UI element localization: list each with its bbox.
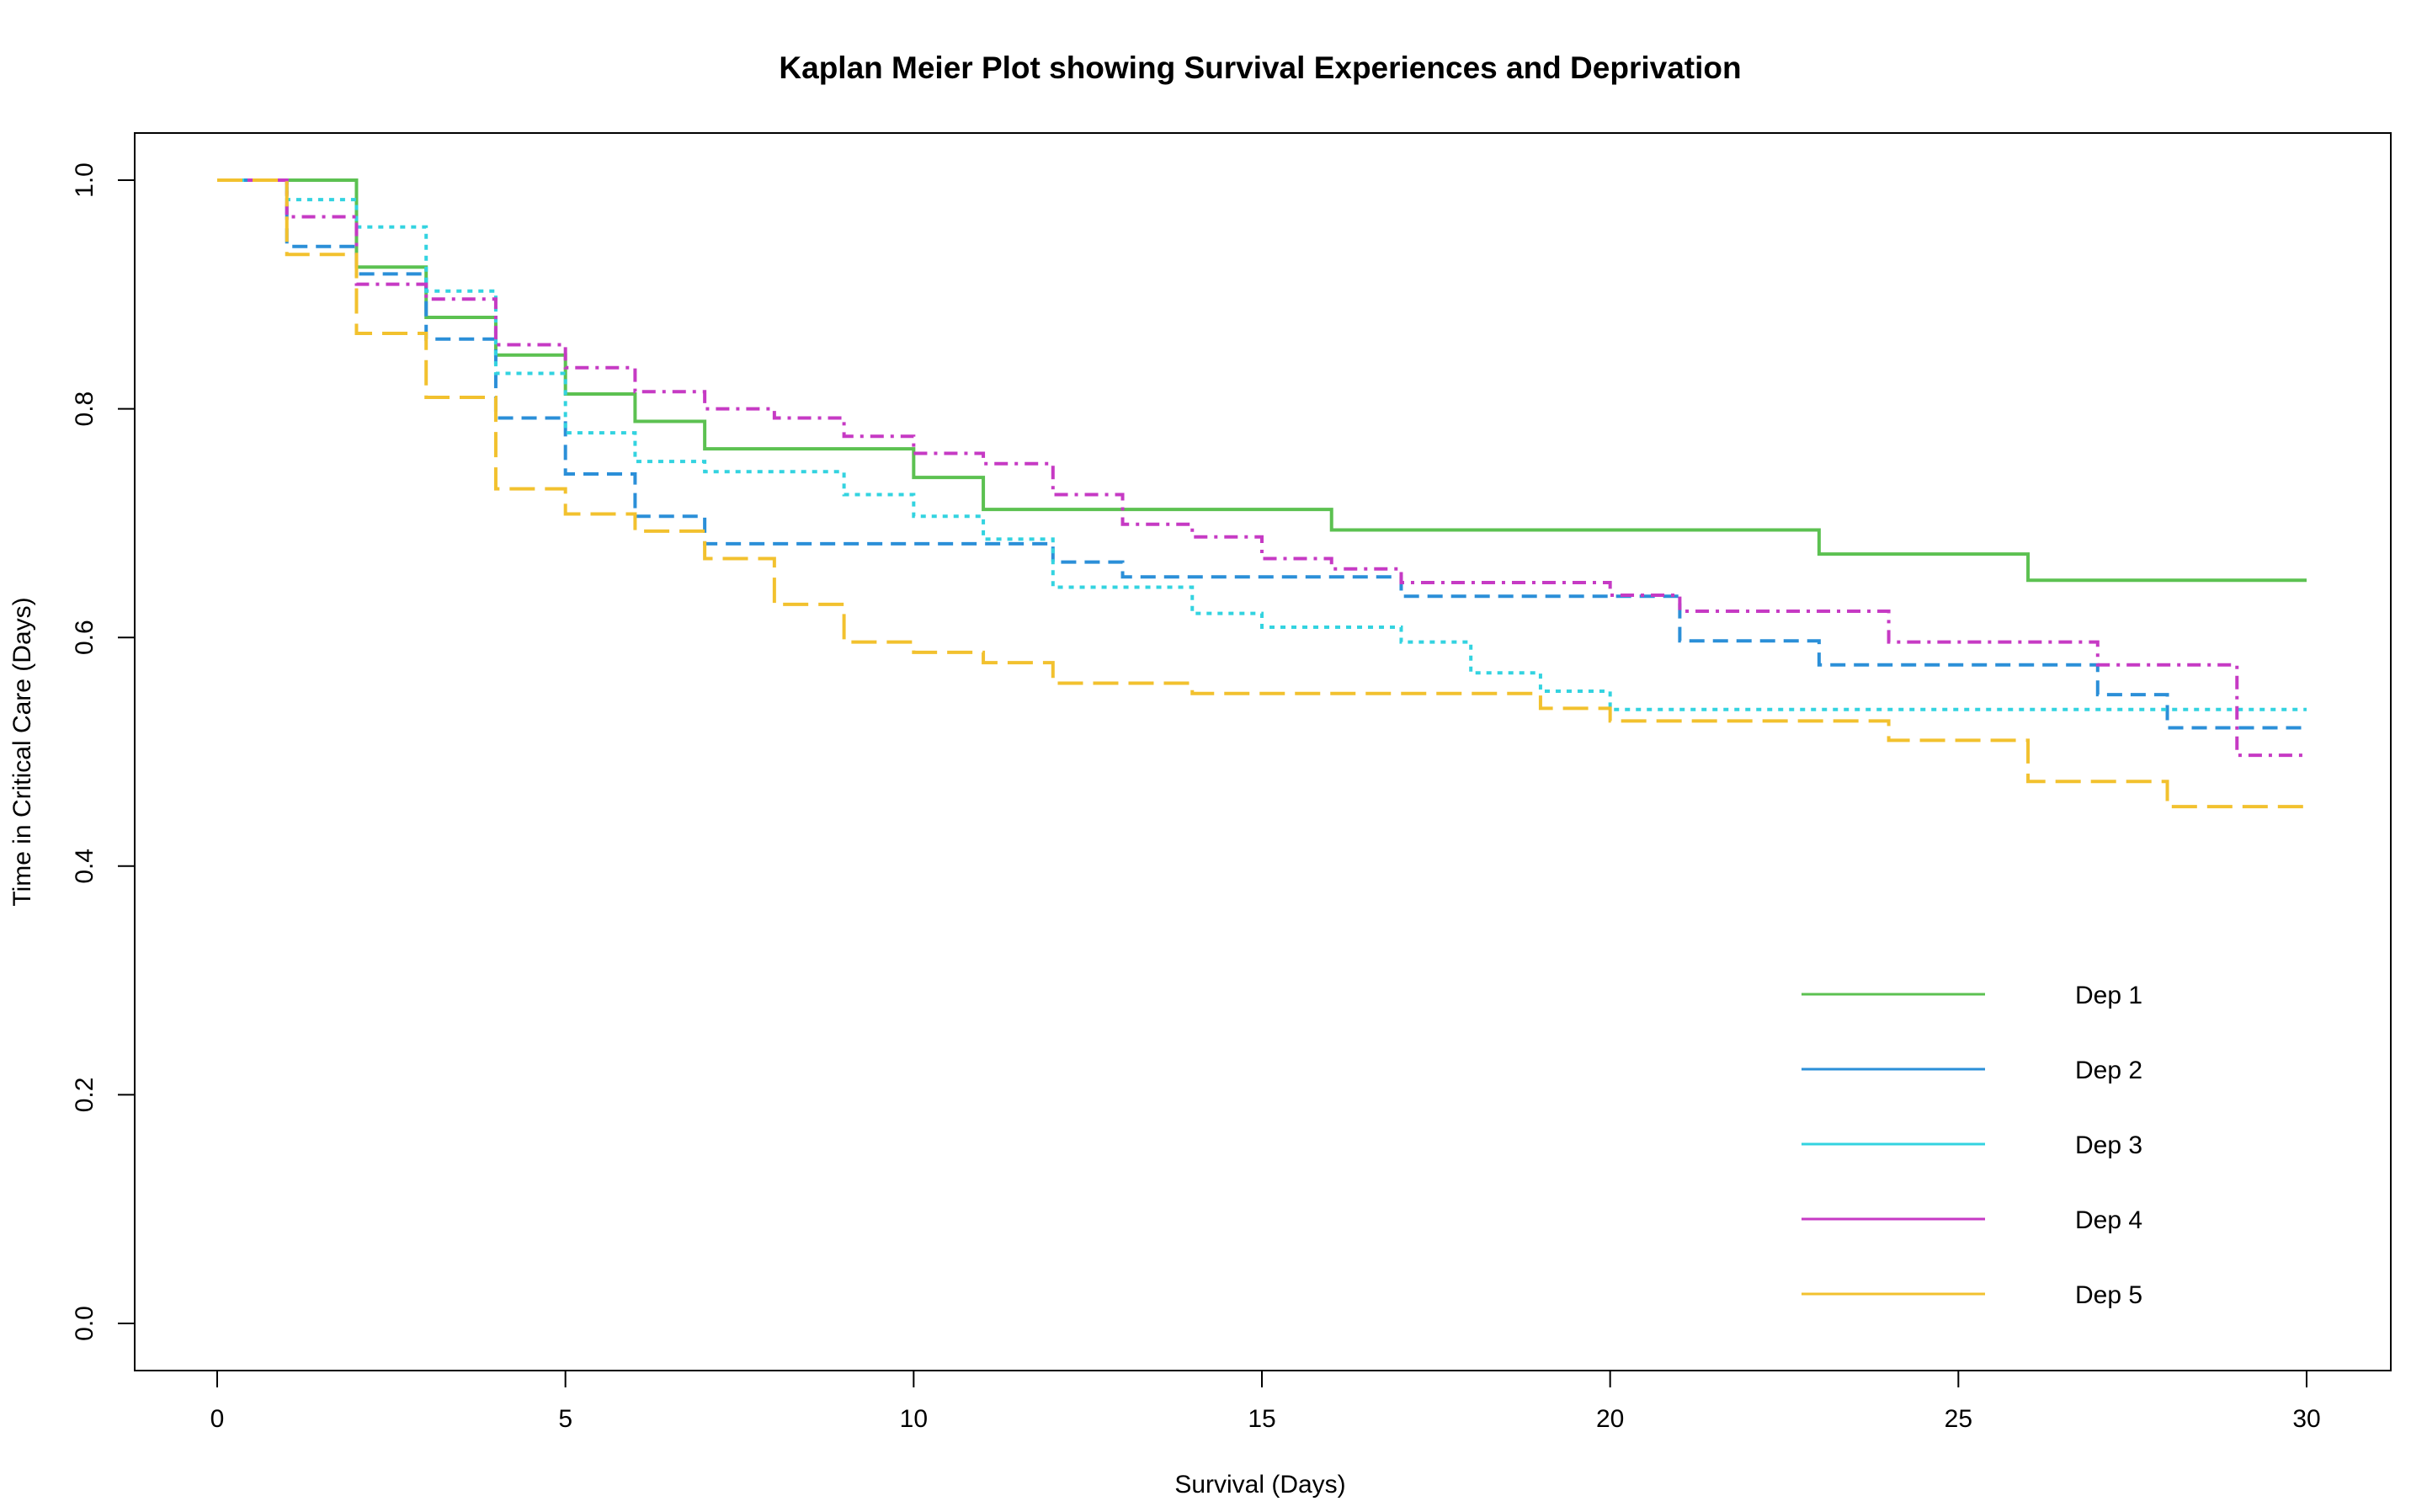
legend-label: Dep 4: [2075, 1206, 2142, 1234]
y-tick-label: 0.0: [71, 1306, 98, 1341]
x-tick-label: 15: [1248, 1405, 1275, 1433]
x-tick-label: 25: [1945, 1405, 1972, 1433]
series-layer: [217, 178, 2307, 809]
x-tick-label: 5: [558, 1405, 572, 1433]
series-line-dep-4: [217, 178, 2307, 758]
series-line-dep-5: [217, 178, 2307, 809]
series-line-dep-3: [217, 178, 2307, 711]
x-tick-label: 0: [210, 1405, 225, 1433]
legend-label: Dep 2: [2075, 1057, 2142, 1084]
series-line-dep-2: [217, 178, 2307, 730]
y-tick-label: 0.2: [71, 1078, 98, 1113]
x-tick-label: 20: [1596, 1405, 1624, 1433]
y-axis: 0.0 0.2 0.4 0.6 0.8 1.0: [71, 162, 136, 1341]
x-tick-label: 10: [900, 1405, 928, 1433]
x-tick-label: 30: [2292, 1405, 2320, 1433]
y-tick-label: 0.8: [71, 391, 98, 427]
series-line-dep-1: [217, 178, 2307, 583]
legend-label: Dep 3: [2075, 1131, 2142, 1159]
y-tick-label: 0.4: [71, 849, 98, 884]
legend-label: Dep 5: [2075, 1281, 2142, 1309]
y-axis-title: Time in Critical Care (Days): [8, 597, 36, 906]
legend: Dep 1 Dep 2 Dep 3 Dep 4 Dep 5: [1802, 982, 2142, 1309]
x-axis: 0 5 10 15 20 25 30: [210, 1370, 2321, 1433]
legend-label: Dep 1: [2075, 982, 2142, 1009]
chart-title: Kaplan Meier Plot showing Survival Exper…: [779, 51, 1741, 85]
y-tick-label: 1.0: [71, 162, 98, 198]
x-axis-title: Survival (Days): [1174, 1471, 1345, 1499]
y-tick-label: 0.6: [71, 620, 98, 655]
